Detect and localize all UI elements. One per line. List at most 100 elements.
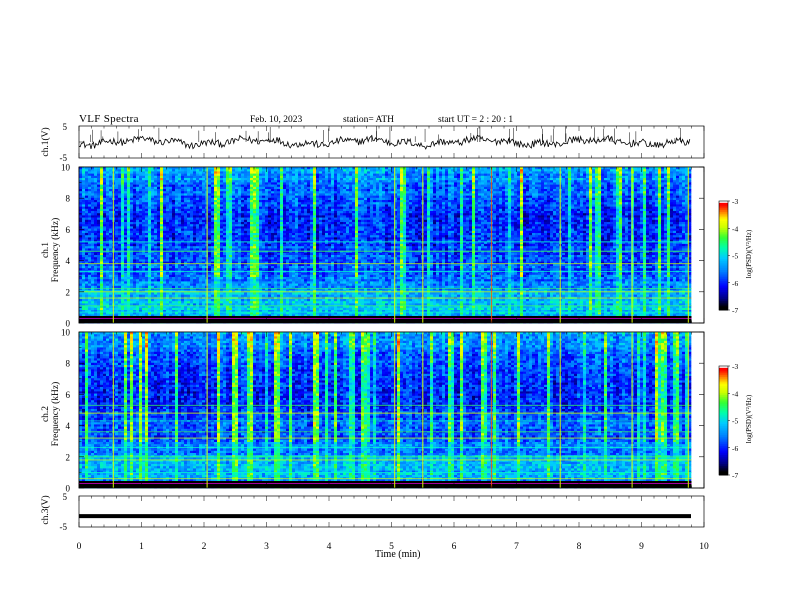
ch1-spec-cell <box>610 171 613 174</box>
ch1-spec-cell <box>439 182 442 185</box>
ch1-spec-cell <box>154 178 157 181</box>
ch1-spec-cell <box>625 187 628 190</box>
ch1-spec-cell <box>232 174 235 177</box>
ch1-spec-cell <box>544 213 547 216</box>
ch1-spec-cell <box>532 196 535 199</box>
ch1-spec-cell <box>430 174 433 177</box>
ch1-spec-cell <box>454 211 457 214</box>
ch1-spec-cell <box>181 171 184 174</box>
ch1-spec-cell <box>223 202 226 205</box>
ch1-spec-cell <box>109 200 112 203</box>
ch1-spec-cell <box>388 202 391 205</box>
ch1-spec-cell <box>352 196 355 199</box>
ch1-spec-cell <box>130 176 133 179</box>
ch1-spec-cell <box>85 191 88 194</box>
ch1-spec-cell <box>301 213 304 216</box>
ch1-spec-cell <box>343 189 346 192</box>
ch1-spec-cell <box>241 196 244 199</box>
ch1-spec-cell <box>439 215 442 218</box>
ch1-spec-cell <box>568 198 571 201</box>
ch1-spec-cell <box>568 211 571 214</box>
ch1-spec-cell <box>160 196 163 199</box>
ch1-spec-cell <box>163 171 166 174</box>
ch1-spec-cell <box>517 176 520 179</box>
ch1-spec-cell <box>433 218 436 221</box>
ch1-spec-cell <box>436 171 439 174</box>
ch1-spec-cell <box>241 182 244 185</box>
ch1-spec-cell <box>682 189 685 192</box>
ch1-spec-cell <box>271 198 274 201</box>
ch1-spec-cell <box>505 198 508 201</box>
ch1-spec-cell <box>574 193 577 196</box>
ch1-spec-cell <box>376 189 379 192</box>
ch1-spec-cell <box>415 187 418 190</box>
ch1-spec-cell <box>592 189 595 192</box>
ch1-spec-cell <box>124 215 127 218</box>
ch1-spec-cell <box>334 167 337 170</box>
ch1-spec-cell <box>232 215 235 218</box>
ch1-spec-cell <box>658 196 661 199</box>
ch1-spec-cell <box>355 204 358 207</box>
ch1-spec-cell <box>151 174 154 177</box>
ch1-spec-cell <box>649 191 652 194</box>
ch1-spec-cell <box>370 174 373 177</box>
ch1-spec-cell <box>658 169 661 172</box>
ch1-spec-cell <box>268 202 271 205</box>
ch1-spec-cell <box>358 193 361 196</box>
ch1-spec-cell <box>361 182 364 185</box>
ch1-spec-cell <box>469 196 472 199</box>
ch1-spec-cell <box>151 202 154 205</box>
ch1-spec-cell <box>325 213 328 216</box>
ch1-spec-cell <box>178 196 181 199</box>
ch1-spec-cell <box>136 191 139 194</box>
ch1-spec-cell <box>214 213 217 216</box>
ch1-spec-cell <box>292 198 295 201</box>
ch1-spec-cell <box>85 174 88 177</box>
ch1-spec-cell <box>358 178 361 181</box>
ch1-spec-cell <box>256 213 259 216</box>
ch1-spec-cell <box>295 191 298 194</box>
ch1-spec-cell <box>289 218 292 221</box>
ch1-spec-cell <box>82 202 85 205</box>
ch1-spec-cell <box>106 209 109 212</box>
ch1-spec-cell <box>430 218 433 221</box>
ch1-spec-cell <box>601 196 604 199</box>
ch1-spec-cell <box>361 167 364 170</box>
ch1-spec-cell <box>427 180 430 183</box>
ch1-spec-cell <box>307 198 310 201</box>
ch1-spec-cell <box>322 207 325 210</box>
ch1-spec-cell <box>529 187 532 190</box>
ch1-spec-cell <box>292 193 295 196</box>
ch1-spec-cell <box>520 218 523 221</box>
ch1-spec-cell <box>550 169 553 172</box>
ch1-spec-cell <box>457 196 460 199</box>
ch1-spec-cell <box>628 176 631 179</box>
ch1-spec-cell <box>391 196 394 199</box>
ch1-spec-cell <box>616 178 619 181</box>
ch1-spec-cell <box>517 218 520 221</box>
ch1-spec-cell <box>277 193 280 196</box>
ch1-spec-cell <box>592 176 595 179</box>
ch1-spec-cell <box>223 213 226 216</box>
ch1-spec-cell <box>457 174 460 177</box>
ch1-spec-cell <box>103 213 106 216</box>
ch1-spec-cell <box>598 167 601 170</box>
ch1-spec-cell <box>286 200 289 203</box>
ch1-spec-cell <box>301 185 304 188</box>
ch1-spec-cell <box>169 191 172 194</box>
ch1-spec-cell <box>682 213 685 216</box>
ch1-spec-cell <box>349 187 352 190</box>
ch1-spec-cell <box>277 211 280 214</box>
ch1-spec-cell <box>523 207 526 210</box>
ch1-spec-cell <box>184 174 187 177</box>
ch1-spec-cell <box>310 202 313 205</box>
ch1-spec-cell <box>646 182 649 185</box>
ch1-spec-cell <box>268 189 271 192</box>
ch1-spec-cell <box>127 200 130 203</box>
ch1-spec-cell <box>352 171 355 174</box>
ch1-spec-cell <box>136 213 139 216</box>
ch1-spec-cell <box>373 193 376 196</box>
ch1-spec-cell <box>580 211 583 214</box>
ch1-spec-cell <box>523 213 526 216</box>
ch1-spec-cell <box>316 176 319 179</box>
